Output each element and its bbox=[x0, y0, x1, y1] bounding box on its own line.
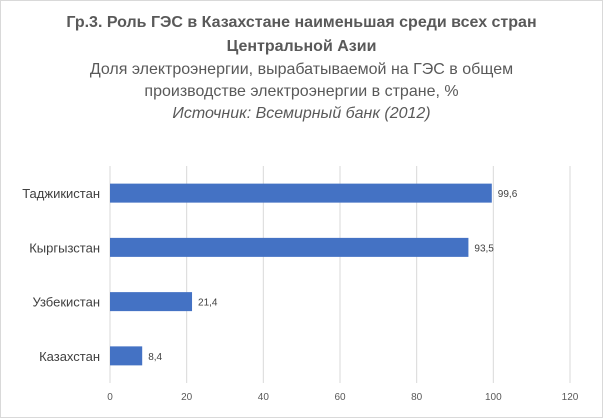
x-tick-label-100: 100 bbox=[485, 392, 502, 403]
x-tick-label-80: 80 bbox=[411, 392, 423, 403]
data-label-3: 21,4 bbox=[198, 298, 218, 309]
data-label-4: 8,4 bbox=[148, 352, 162, 363]
labels: 0 20 40 60 80 100 120 Таджикистан 99,6 Кыргызстан… bbox=[22, 186, 579, 403]
bar-2 bbox=[110, 237, 469, 257]
chart-subtitle: Доля электроэнергии, вырабатываемой на Г… bbox=[89, 61, 514, 100]
category-label-2: Кыргызстан bbox=[29, 240, 100, 255]
x-tick-label-120: 120 bbox=[562, 392, 579, 403]
x-tick-label-40: 40 bbox=[258, 392, 270, 403]
chart-source: Источник: Всемирный банк (2012) bbox=[172, 105, 431, 122]
x-tick-label-0: 0 bbox=[107, 392, 113, 403]
category-label-1: Таджикистан bbox=[22, 186, 100, 201]
category-label-4: Казахстан bbox=[39, 349, 100, 364]
bars bbox=[110, 183, 492, 366]
chart-header: Гр.3. Роль ГЭС в Казахстане наименьшая с… bbox=[1, 11, 602, 125]
chart-title: Гр.3. Роль ГЭС в Казахстане наименьшая с… bbox=[66, 14, 537, 55]
bar-1 bbox=[110, 183, 492, 203]
category-label-3: Узбекистан bbox=[32, 295, 100, 310]
bar-3 bbox=[110, 292, 193, 312]
x-tick-label-60: 60 bbox=[334, 392, 346, 403]
bar-4 bbox=[110, 346, 143, 366]
data-label-2: 93,5 bbox=[474, 243, 494, 254]
data-label-1: 99,6 bbox=[498, 189, 518, 200]
x-tick-label-20: 20 bbox=[181, 392, 193, 403]
